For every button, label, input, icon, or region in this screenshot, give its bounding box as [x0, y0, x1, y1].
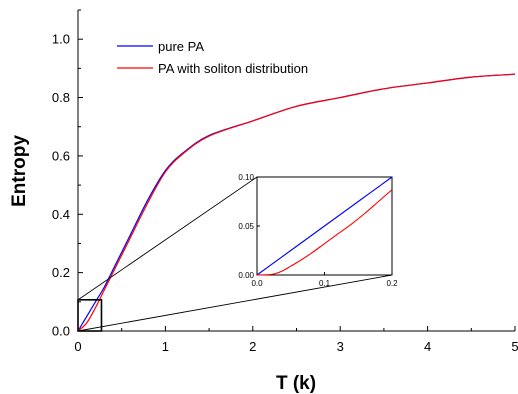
inset-y-tick-label: 0.05 [238, 222, 254, 231]
x-tick-label: 4 [424, 339, 431, 354]
x-ticks: 0 1 2 3 4 5 [74, 326, 518, 354]
main-series [77, 73, 516, 332]
zoom-connector-bottom [77, 274, 393, 332]
inset-series-line-0 [256, 176, 393, 276]
y-tick-label: 1.0 [52, 32, 70, 47]
inset-y-tick-label: 0.10 [238, 173, 254, 182]
y-tick-label: 0.8 [52, 90, 70, 105]
y-tick-label: 0.0 [52, 324, 70, 339]
legend-label-pa-soliton: PA with soliton distribution [158, 61, 308, 76]
inset-series-line-1 [256, 189, 393, 276]
x-tick-label: 5 [511, 339, 518, 354]
zoom-indicator [77, 176, 393, 332]
y-tick-label: 0.6 [52, 148, 70, 163]
inset-plot: 0.00 0.05 0.10 0.0 0.1 0.2 [238, 173, 398, 288]
x-tick-label: 1 [162, 339, 169, 354]
x-tick-label: 2 [249, 339, 256, 354]
inset-x-tick-label: 0.1 [319, 279, 331, 288]
x-tick-label: 0 [74, 339, 81, 354]
y-tick-label: 0.4 [52, 207, 70, 222]
y-ticks: 0.0 0.2 0.4 0.6 0.8 1.0 [52, 9, 83, 339]
zoom-connector-top [77, 176, 258, 301]
y-tick-label: 0.2 [52, 265, 70, 280]
inset-x-tick-label: 0.2 [386, 279, 398, 288]
x-tick-label: 3 [337, 339, 344, 354]
y-axis-title: Entropy [9, 135, 30, 207]
x-axis-title: T (k) [276, 373, 316, 394]
zoom-box [77, 299, 103, 332]
legend: pure PA PA with soliton distribution [117, 39, 308, 76]
series-line-1 [77, 73, 516, 332]
inset-y-tick-label: 0.00 [238, 271, 254, 280]
inset-x-tick-label: 0.0 [251, 279, 263, 288]
legend-label-pure-pa: pure PA [158, 39, 204, 54]
